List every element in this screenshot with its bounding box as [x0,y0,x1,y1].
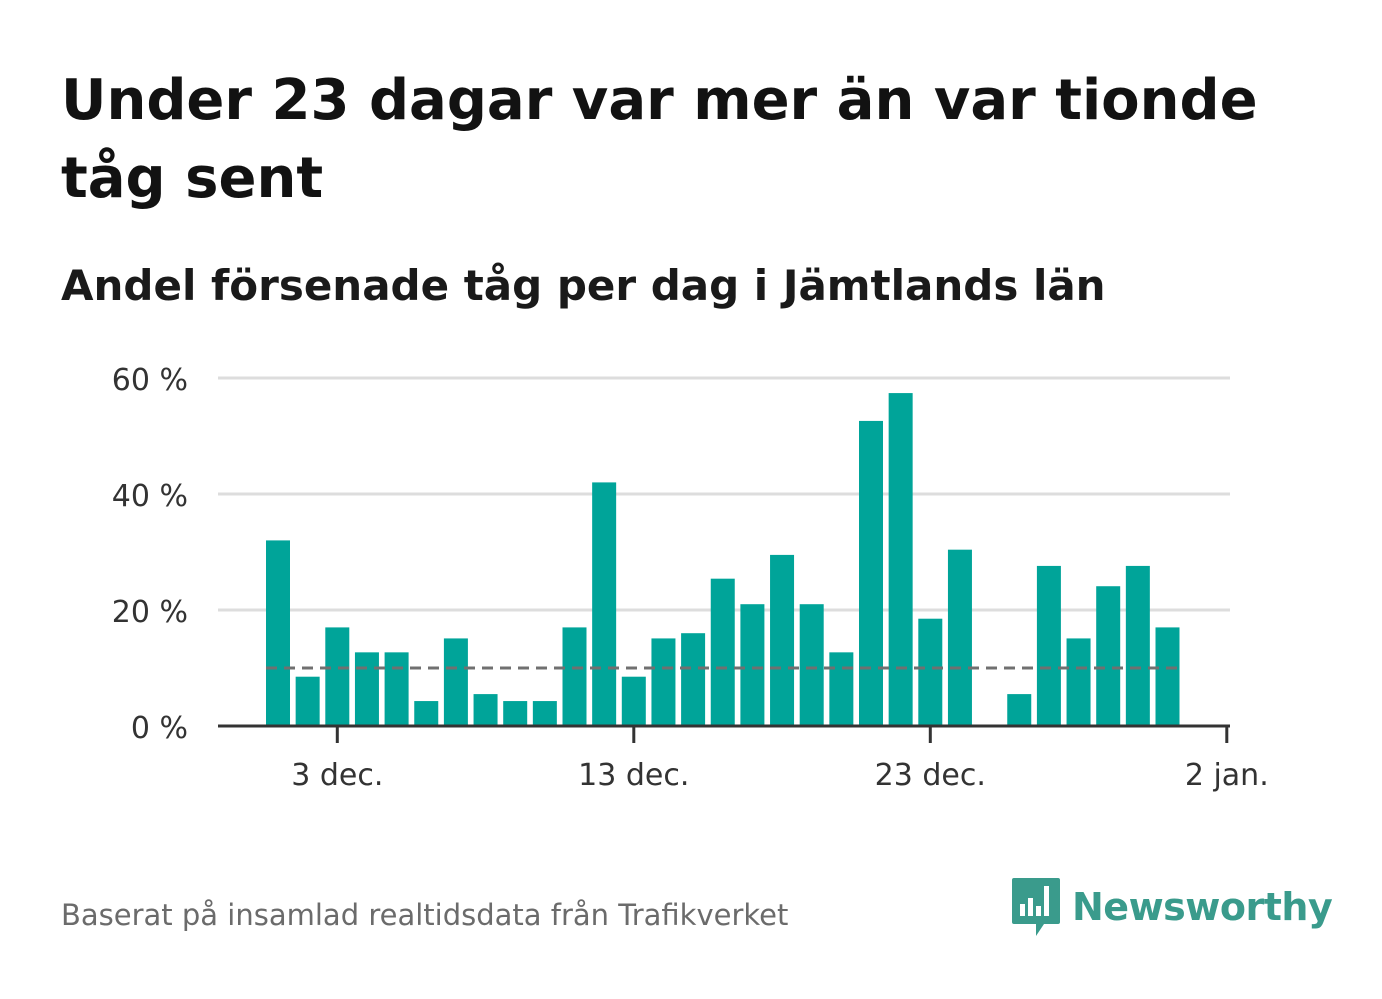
bar: 1 dec.: 32 % [266,540,290,726]
bar: 7 dec.: 15.1 % [443,638,468,726]
bar: 11 dec.: 17 % [562,627,587,726]
bar: 20 dec.: 12.7 % [829,652,854,726]
bar: 19 dec.: 21 % [799,604,824,726]
bar: 27 dec.: 27.6 % [1036,565,1061,726]
x-tick-label: 13 dec. [578,758,689,793]
brand-name: Newsworthy [1072,885,1333,929]
bar: 8 dec.: 5.5 % [473,694,498,726]
bar: 16 dec.: 25.4 % [710,578,735,726]
bar-chart-speech-bubble-icon [1012,878,1060,936]
y-tick-label: 60 % [112,363,188,398]
bar: 24 dec.: 30.4 % [947,549,972,726]
bar: 2 dec.: 8.5 % [295,676,320,726]
y-tick-label: 0 % [131,711,188,746]
chart-subtitle: Andel försenade tåg per dag i Jämtlands … [61,261,1106,310]
bar: 6 dec.: 4.3 % [414,701,439,726]
y-tick-label: 20 % [112,595,188,630]
bar: 5 dec.: 12.7 % [384,652,409,726]
bar: 13 dec.: 8.5 % [621,676,646,726]
chart-title: Under 23 dagar var mer än var tionde tåg… [61,68,1258,211]
bar: 15 dec.: 16 % [681,633,706,726]
bar: 12 dec.: 42 % [592,482,617,726]
source-note: Baserat på insamlad realtidsdata från Tr… [61,898,789,932]
bar: 26 dec.: 5.5 % [1007,694,1032,726]
bar: 28 dec.: 15.1 % [1066,638,1091,726]
brand-logo: Newsworthy [1010,876,1333,938]
bar: 21 dec.: 52.6 % [859,420,883,726]
x-tick-label: 23 dec. [875,758,986,793]
bar: 29 dec.: 24.1 % [1096,586,1121,726]
bar: 14 dec.: 15.1 % [651,638,676,726]
bar: 3 dec.: 17 % [325,627,350,726]
x-tick-label: 3 dec. [291,758,383,793]
bar: 17 dec.: 21 % [740,604,765,726]
bar: 22 dec.: 57.4 % [888,393,913,726]
y-tick-label: 40 % [112,479,188,514]
x-tick-label: 2 jan. [1185,758,1269,793]
bar: 4 dec.: 12.7 % [354,652,379,726]
bar: 9 dec.: 4.3 % [503,701,528,726]
bar: 10 dec.: 4.3 % [532,701,557,726]
bar: 31 dec.: 17 % [1155,627,1180,726]
bar: 23 dec.: 18.5 % [918,618,943,726]
bar: 18 dec.: 29.5 % [770,554,795,726]
bar: 30 dec.: 27.6 % [1125,565,1150,726]
